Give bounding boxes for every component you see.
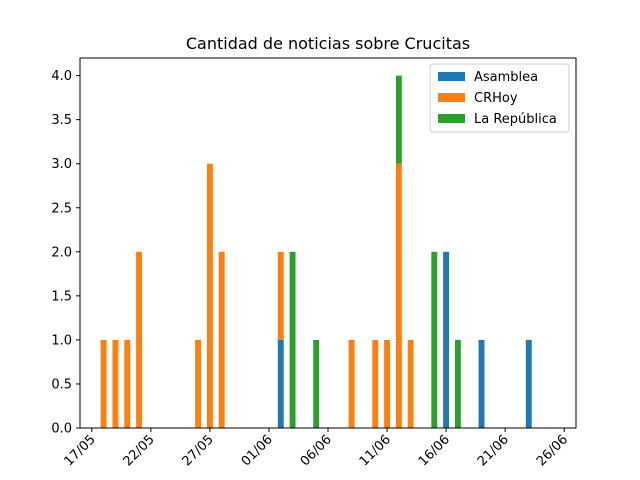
- legend: Asamblea CRHoy La República: [429, 63, 570, 133]
- bar-1-1: [112, 339, 119, 428]
- bar-1-12: [407, 339, 414, 428]
- bars-layer: [100, 75, 532, 428]
- bar-1-8: [348, 339, 355, 428]
- bar-1-2: [124, 339, 131, 428]
- legend-swatch-0: [438, 72, 465, 81]
- y-tick-label: 3.5: [51, 113, 72, 128]
- bar-1-10: [384, 339, 390, 428]
- y-tick-label: 4.0: [51, 69, 72, 84]
- y-tick-label: 1.0: [51, 333, 72, 348]
- y-tick-label: 2.5: [51, 201, 72, 216]
- y-tick-label: 0.0: [51, 422, 72, 437]
- chart-title: Cantidad de noticias sobre Crucitas: [186, 34, 470, 53]
- bar-1-4: [195, 339, 202, 428]
- bar-2-4: [454, 339, 461, 428]
- bar-2-2: [395, 75, 402, 164]
- bar-1-6: [218, 251, 225, 428]
- bar-2-3: [431, 251, 438, 428]
- legend-swatch-1: [438, 93, 465, 102]
- legend-swatch-2: [438, 114, 465, 123]
- y-tick-label: 3.0: [51, 157, 72, 172]
- bar-2-1: [313, 339, 320, 428]
- bar-1-9: [372, 339, 379, 428]
- legend-label-1: CRHoy: [474, 91, 518, 106]
- bar-1-5: [206, 163, 213, 428]
- y-tick-label: 0.5: [51, 377, 72, 392]
- bar-0-2: [478, 339, 485, 428]
- bar-1-3: [136, 251, 142, 428]
- bar-0-3: [525, 339, 532, 428]
- legend-label-0: Asamblea: [474, 70, 538, 85]
- bar-2-0: [289, 251, 296, 428]
- bar-1-11: [395, 163, 402, 428]
- bar-1-7: [277, 251, 284, 340]
- y-tick-label: 2.0: [51, 245, 72, 260]
- bar-0-1: [443, 251, 450, 428]
- bar-0-0: [277, 339, 284, 428]
- bar-1-0: [100, 339, 107, 428]
- legend-label-2: La República: [474, 112, 557, 127]
- y-tick-label: 1.5: [51, 289, 72, 304]
